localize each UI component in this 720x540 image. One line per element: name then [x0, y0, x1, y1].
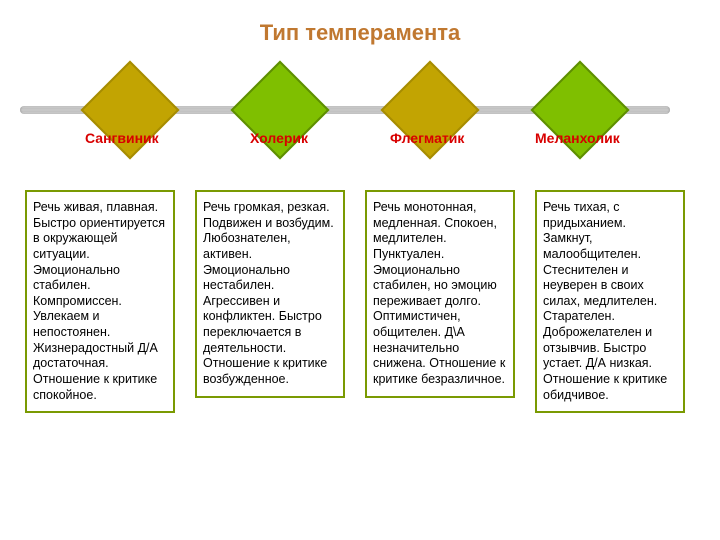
description-melanholik: Речь тихая, с придыханием. Замкнут, мало…	[535, 190, 685, 413]
page-title: Тип темперамента	[0, 20, 720, 46]
type-label-holerik: Холерик	[250, 130, 308, 146]
type-label-melanholik: Меланхолик	[535, 130, 620, 146]
description-flegmatik: Речь монотонная, медленная. Спокоен, мед…	[365, 190, 515, 398]
description-holerik: Речь громкая, резкая. Подвижен и возбуди…	[195, 190, 345, 398]
description-sangvinik: Речь живая, плавная. Быстро ориентируетс…	[25, 190, 175, 413]
type-label-flegmatik: Флегматик	[390, 130, 464, 146]
type-label-sangvinik: Сангвиник	[85, 130, 159, 146]
